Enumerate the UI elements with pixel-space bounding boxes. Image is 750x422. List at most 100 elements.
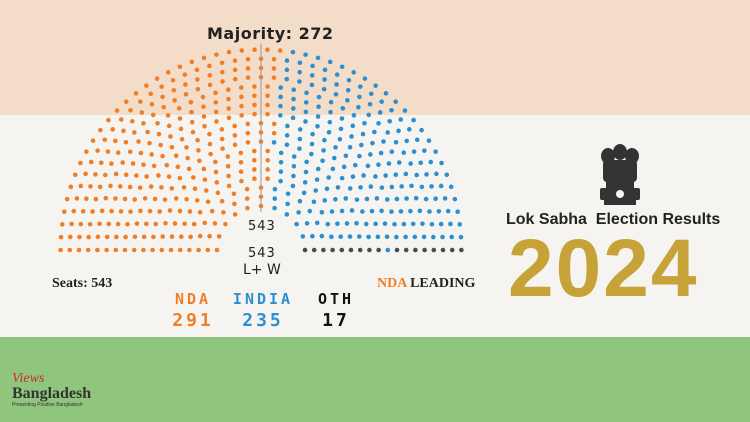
- seat-nda: [265, 47, 270, 52]
- seat-nda: [172, 98, 177, 103]
- seat-india: [278, 85, 284, 90]
- seat-nda: [207, 141, 213, 147]
- seat-india: [285, 191, 291, 197]
- seat-india: [335, 221, 340, 227]
- seat-nda: [132, 234, 138, 240]
- seat-nda: [179, 234, 184, 239]
- seat-india: [333, 145, 338, 150]
- seat-nda: [213, 109, 219, 115]
- seat-india: [439, 160, 444, 166]
- seat-nda: [213, 100, 219, 105]
- seat-nda: [138, 208, 143, 214]
- seat-nda: [232, 133, 238, 138]
- seat-nda: [184, 197, 189, 202]
- seat-oth: [321, 247, 326, 253]
- seat-india: [403, 171, 409, 177]
- party-india-name: INDIA: [232, 290, 294, 308]
- seat-india: [339, 64, 345, 70]
- seat-nda: [252, 111, 257, 117]
- seat-nda: [244, 196, 250, 201]
- seat-nda: [160, 94, 165, 100]
- seat-oth: [357, 247, 363, 253]
- seat-nda: [118, 184, 123, 189]
- seat-india: [379, 99, 384, 104]
- seat-india: [339, 175, 345, 181]
- seat-india: [369, 208, 375, 214]
- seat-india: [378, 150, 384, 156]
- seat-nda: [99, 208, 105, 214]
- seat-india: [407, 127, 412, 132]
- seat-nda: [90, 209, 95, 214]
- seat-india: [424, 172, 429, 177]
- seat-india: [362, 120, 367, 126]
- seat-nda: [141, 121, 146, 126]
- seat-nda: [138, 150, 144, 156]
- seat-india: [322, 198, 328, 203]
- seat-india: [419, 184, 425, 190]
- seat-nda: [144, 83, 149, 88]
- seat-india: [291, 106, 296, 111]
- seat-nda: [84, 196, 89, 202]
- seat-nda: [226, 183, 232, 189]
- nda-leading-text: LEADING: [406, 276, 476, 291]
- seat-india: [442, 196, 448, 201]
- seat-india: [339, 208, 345, 214]
- seat-nda: [189, 109, 194, 115]
- seat-nda: [98, 127, 103, 133]
- seat-nda: [128, 107, 133, 113]
- seat-india: [320, 158, 325, 164]
- seat-nda: [77, 234, 82, 240]
- seat-india: [272, 196, 278, 201]
- party-nda-seats: 291: [172, 310, 214, 331]
- seat-nda: [177, 175, 183, 181]
- seat-india: [313, 188, 319, 193]
- seat-nda: [113, 138, 118, 144]
- seat-nda: [130, 161, 136, 166]
- seat-india: [373, 174, 378, 179]
- seat-nda: [95, 247, 100, 253]
- seat-india: [393, 99, 399, 104]
- seat-india: [309, 73, 315, 78]
- seat-india: [327, 119, 333, 125]
- seat-nda: [134, 221, 140, 226]
- seat-nda: [245, 130, 251, 136]
- seat-nda: [141, 247, 146, 253]
- seat-nda: [203, 188, 209, 193]
- seat-nda: [207, 131, 212, 137]
- seat-india: [351, 70, 356, 75]
- seat-india: [396, 160, 402, 165]
- seat-india: [431, 234, 436, 240]
- seat-nda: [177, 116, 183, 121]
- seat-india: [368, 184, 374, 189]
- seat-india: [411, 117, 416, 123]
- seat-india: [310, 233, 315, 239]
- seat-india: [399, 184, 404, 189]
- seat-nda: [134, 173, 139, 178]
- seat-oth: [413, 247, 418, 253]
- seat-india: [297, 79, 302, 84]
- seat-india: [385, 130, 390, 135]
- seat-india: [340, 106, 346, 111]
- seat-india: [357, 94, 362, 100]
- seat-nda: [177, 247, 183, 253]
- seat-india: [360, 131, 366, 137]
- seat-nda: [226, 106, 231, 111]
- seat-nda: [118, 117, 124, 122]
- seat-india: [278, 169, 284, 174]
- seat-nda: [123, 172, 129, 177]
- seat-india: [413, 195, 419, 201]
- seat-india: [375, 234, 381, 240]
- seat-nda: [202, 177, 208, 182]
- seat-india: [366, 234, 371, 240]
- seat-nda: [115, 150, 121, 155]
- seat-nda: [169, 144, 175, 150]
- seat-nda: [191, 221, 197, 227]
- seat-oth: [348, 247, 354, 253]
- seat-india: [389, 209, 394, 214]
- seat-nda: [149, 102, 155, 107]
- seat-india: [347, 186, 353, 191]
- seat-nda: [165, 113, 171, 118]
- seat-india: [354, 197, 360, 202]
- seat-india: [434, 171, 439, 177]
- seat-nda: [265, 93, 270, 99]
